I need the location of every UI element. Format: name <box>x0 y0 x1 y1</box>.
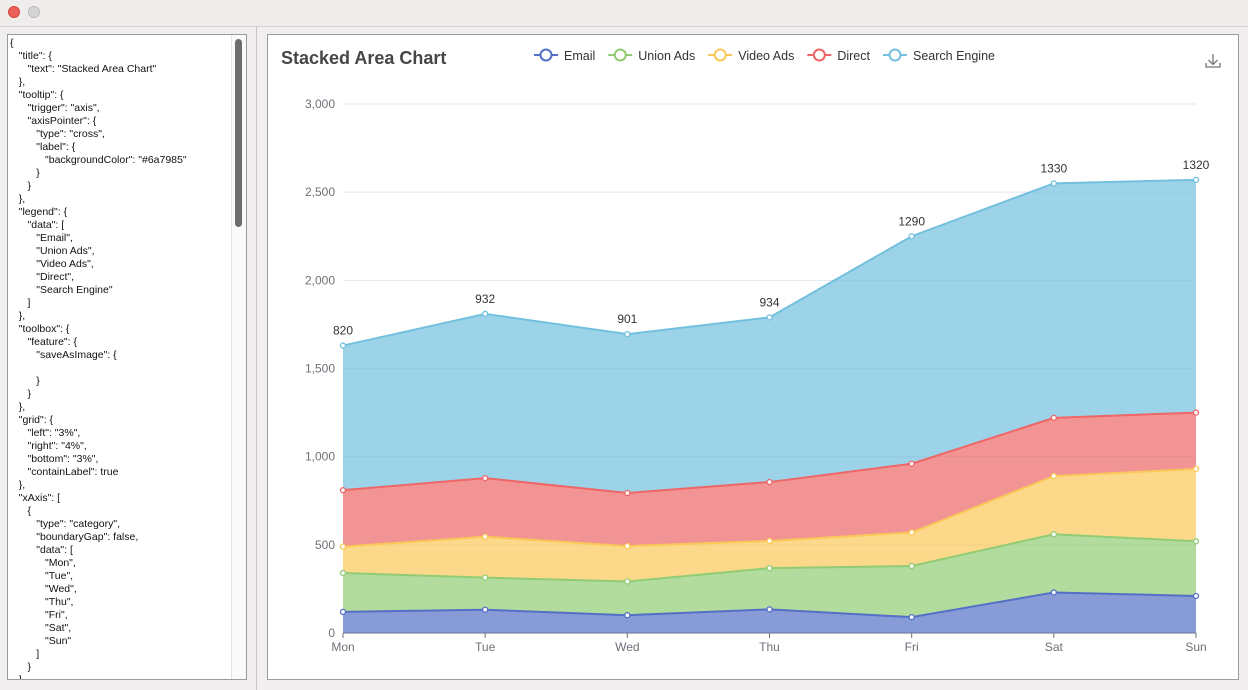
json-code-editor[interactable]: { "title": { "text": "Stacked Area Chart… <box>7 34 247 680</box>
x-tick-label-0: Mon <box>331 640 354 654</box>
legend-label-3: Direct <box>837 49 870 63</box>
point-1-0 <box>339 569 347 577</box>
point-3-1 <box>482 475 489 482</box>
y-tick-label-6: 3,000 <box>305 97 335 111</box>
x-tick-label-4: Fri <box>905 640 919 654</box>
point-0-3 <box>766 606 773 613</box>
x-tick-label-6: Sun <box>1185 640 1206 654</box>
point-4-5 <box>1050 180 1057 187</box>
point-4-0 <box>339 342 347 349</box>
editor-scrollbar[interactable] <box>231 35 246 679</box>
legend-marker-2 <box>713 48 727 62</box>
data-label-6: 1320 <box>1183 158 1210 172</box>
data-label-3: 934 <box>759 295 779 309</box>
point-1-3 <box>766 564 773 572</box>
point-1-1 <box>482 574 489 581</box>
point-2-3 <box>766 537 773 545</box>
legend-marker-4 <box>888 48 902 62</box>
window-titlebar <box>0 0 1248 27</box>
data-label-2: 901 <box>617 312 637 326</box>
x-tick-label-2: Wed <box>615 640 639 654</box>
point-2-6 <box>1192 465 1200 473</box>
point-0-6 <box>1192 592 1200 600</box>
area-3 <box>343 412 1196 547</box>
point-1-6 <box>1192 538 1200 545</box>
minimize-window-button[interactable] <box>28 6 40 18</box>
y-tick-label-5: 2,500 <box>305 185 335 199</box>
point-2-5 <box>1050 472 1057 480</box>
y-tick-label-2: 1,000 <box>305 450 335 464</box>
point-3-4 <box>908 460 915 467</box>
data-label-0: 820 <box>333 324 353 338</box>
y-tick-label-4: 2,000 <box>305 273 335 287</box>
legend-marker-1 <box>613 48 627 62</box>
code-text[interactable]: { "title": { "text": "Stacked Area Chart… <box>10 37 187 680</box>
point-4-3 <box>766 314 773 321</box>
data-label-4: 1290 <box>898 214 925 228</box>
point-1-5 <box>1050 531 1057 538</box>
chart-panel: Stacked Area Chart Email Union Ads Video Ad… <box>267 34 1239 680</box>
point-3-5 <box>1050 414 1057 422</box>
point-2-2 <box>624 542 631 550</box>
y-tick-label-3: 1,500 <box>305 362 335 376</box>
data-label-1: 932 <box>475 292 495 306</box>
point-0-1 <box>482 606 489 613</box>
point-0-4 <box>908 613 915 621</box>
download-icon[interactable] <box>1205 54 1221 68</box>
point-3-3 <box>766 478 773 486</box>
legend-label-1: Union Ads <box>638 49 695 63</box>
y-tick-label-1: 500 <box>315 538 335 552</box>
point-4-4 <box>908 233 915 240</box>
area-0 <box>343 592 1196 633</box>
y-tick-label-0: 0 <box>328 626 335 640</box>
legend-marker-3 <box>812 48 826 62</box>
data-label-5: 1330 <box>1040 161 1067 175</box>
x-tick-label-1: Tue <box>475 640 496 654</box>
point-3-6 <box>1192 409 1200 416</box>
point-0-0 <box>339 608 347 615</box>
legend-label-0: Email <box>564 49 595 63</box>
point-2-1 <box>482 533 489 540</box>
point-0-5 <box>1050 589 1057 596</box>
point-3-2 <box>624 489 631 497</box>
legend-label-2: Video Ads <box>738 49 794 63</box>
point-1-4 <box>908 562 915 570</box>
close-window-button[interactable] <box>8 6 20 18</box>
point-2-0 <box>339 543 347 550</box>
area-1 <box>343 534 1196 618</box>
chart-title: Stacked Area Chart <box>281 48 446 68</box>
stacked-area-chart: Stacked Area Chart Email Union Ads Video Ad… <box>281 48 1221 654</box>
legend-marker-0 <box>539 48 553 62</box>
legend-label-4: Search Engine <box>913 49 995 63</box>
point-1-2 <box>624 578 631 585</box>
x-tick-label-3: Thu <box>759 640 780 654</box>
area-4 <box>343 179 1196 493</box>
area-2 <box>343 469 1196 582</box>
x-tick-label-5: Sat <box>1045 640 1064 654</box>
point-2-4 <box>908 529 915 536</box>
point-4-2 <box>624 330 631 338</box>
panel-divider[interactable] <box>256 26 257 690</box>
editor-scrollbar-thumb[interactable] <box>235 39 242 227</box>
point-4-1 <box>482 310 489 317</box>
point-4-6 <box>1192 176 1200 183</box>
point-3-0 <box>339 487 347 494</box>
point-0-2 <box>624 612 631 619</box>
